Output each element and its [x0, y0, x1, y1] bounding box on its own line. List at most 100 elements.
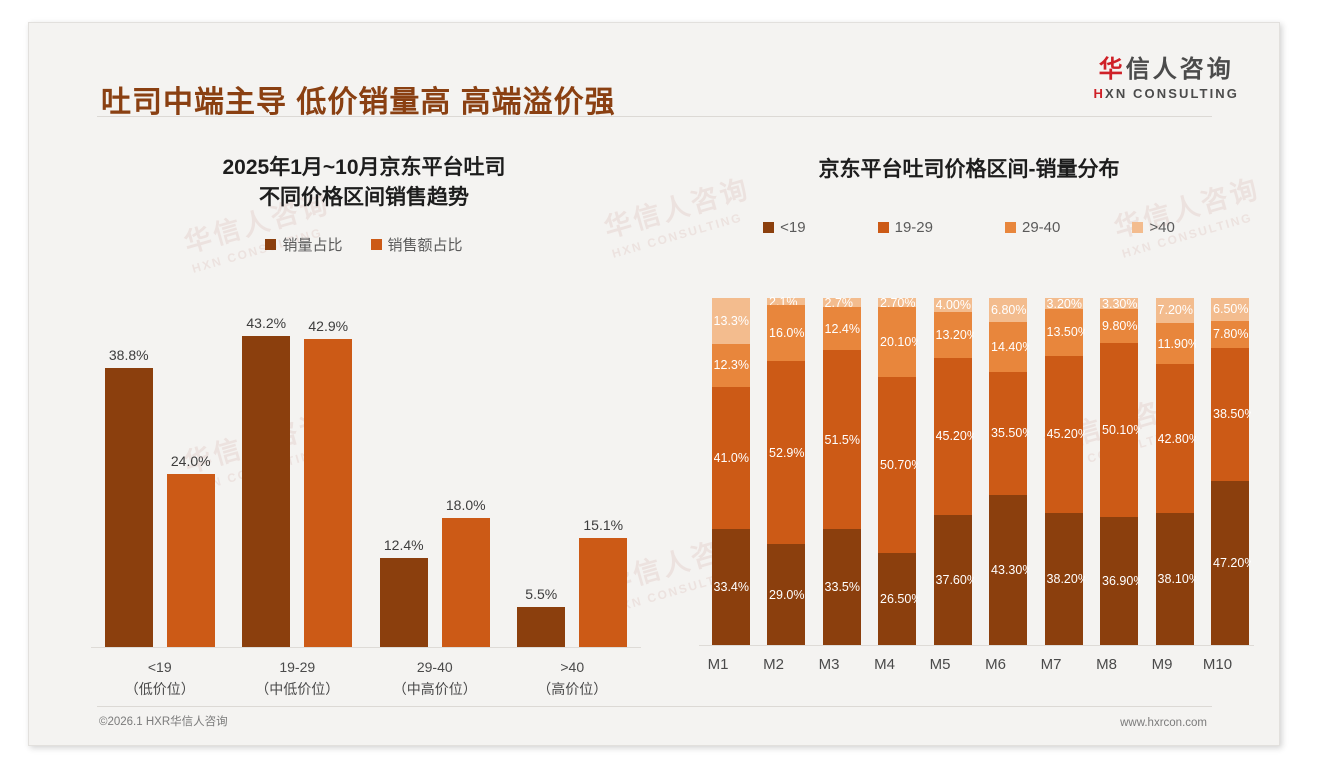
slide-header: 吐司中端主导 低价销量高 高端溢价强 华信人咨询 HXN CONSULTING	[29, 23, 1279, 119]
stack-segment[interactable]: 45.20%	[1044, 355, 1085, 513]
stack-segment[interactable]: 2.7%	[822, 296, 861, 310]
stacked-bar[interactable]: 6.50% 7.80% 38.50% 47.20%	[1211, 298, 1251, 645]
stack-segment[interactable]: 3.30%	[1100, 297, 1139, 311]
logo-cn-rest: 信人咨询	[1125, 56, 1234, 83]
stack-segment[interactable]: 52.9%	[767, 360, 806, 545]
stacked-bar-chart: 13.3% 12.3% 41.0% 33.4% 2.1% 16.0% 52.9% 29.0% 2…	[699, 295, 1254, 703]
stack-segment-label: 33.5%	[824, 579, 860, 594]
x-axis-tick: M1	[707, 656, 729, 673]
stack-segment[interactable]: 33.5%	[822, 528, 861, 645]
x-axis-tick: >40 （高价位）	[504, 657, 642, 700]
stack-segment[interactable]: 43.30%	[989, 494, 1029, 645]
legend-item-over-40[interactable]: >40	[1132, 219, 1175, 236]
stacked-bar[interactable]: 7.20% 11.90% 42.80% 38.10%	[1155, 298, 1196, 645]
legend-label: 29-40	[1022, 219, 1061, 237]
stack-segment[interactable]: 4.00%	[933, 297, 972, 312]
stacked-bar[interactable]: 4.00% 13.20% 45.20% 37.60%	[933, 297, 974, 645]
bar[interactable]	[304, 339, 353, 647]
stack-segment[interactable]: 20.10%	[878, 307, 918, 378]
stacked-bar[interactable]: 2.70% 20.10% 50.70% 26.50%	[878, 296, 918, 645]
stack-segment[interactable]: 41.0%	[711, 386, 750, 530]
bar[interactable]	[166, 474, 215, 647]
legend-item-29-40[interactable]: 29-40	[1005, 219, 1060, 236]
page-title: 吐司中端主导 低价销量高 高端溢价强	[101, 86, 616, 119]
stack-segment[interactable]: 2.70%	[878, 296, 917, 310]
bar-group: 12.4% 18.0%	[366, 303, 504, 647]
stack-segment[interactable]: 38.20%	[1044, 512, 1085, 645]
stack-segment-label: 4.00%	[935, 297, 971, 312]
bar-column[interactable]: 43.2%	[242, 303, 291, 647]
stack-segment[interactable]: 38.10%	[1155, 512, 1196, 645]
bar-column[interactable]: 12.4%	[379, 303, 428, 647]
stack-segment[interactable]: 7.20%	[1155, 298, 1194, 323]
bar[interactable]	[517, 607, 566, 647]
bar-column[interactable]: 18.0%	[441, 303, 490, 647]
bar-column[interactable]: 42.9%	[304, 303, 353, 647]
stack-segment[interactable]: 9.80%	[1100, 309, 1139, 344]
stack-segment[interactable]: 14.40%	[989, 321, 1029, 372]
logo-chinese-text: 华信人咨询	[1094, 56, 1239, 83]
x-tick-sublabel: （中低价位）	[255, 680, 340, 697]
x-axis-tick: M4	[874, 656, 895, 673]
left-chart-panel: 2025年1月~10月京东平台吐司 不同价格区间销售趋势 销量占比 销售额占比 …	[69, 123, 659, 703]
left-chart-legend: 销量占比 销售额占比	[69, 234, 659, 255]
bar[interactable]	[242, 336, 291, 647]
stack-segment[interactable]: 42.80%	[1155, 364, 1196, 513]
stacked-bar[interactable]: 6.80% 14.40% 35.50% 43.30%	[989, 298, 1029, 645]
stack-segment[interactable]: 45.20%	[933, 357, 974, 515]
bar[interactable]	[579, 538, 628, 647]
stack-segment[interactable]: 37.60%	[933, 514, 974, 645]
bar-column[interactable]: 5.5%	[517, 303, 566, 647]
x-axis-tick: M7	[1040, 656, 1062, 673]
stack-segment-label: 13.50%	[1046, 325, 1085, 340]
stack-segment[interactable]: 2.1%	[767, 295, 806, 309]
bar[interactable]	[104, 368, 153, 647]
stacked-bar[interactable]: 3.30% 9.80% 50.10% 36.90%	[1100, 297, 1140, 645]
stack-segment[interactable]: 13.20%	[933, 311, 974, 358]
stack-segment[interactable]: 35.50%	[989, 371, 1029, 495]
stack-segment[interactable]: 13.3%	[711, 298, 750, 345]
logo-en-first-char: H	[1093, 86, 1106, 102]
stack-segment[interactable]: 3.20%	[1044, 297, 1083, 311]
stacked-bar[interactable]: 3.20% 13.50% 45.20% 38.20%	[1044, 297, 1085, 645]
stack-segment[interactable]: 47.20%	[1211, 481, 1251, 645]
stack-segment[interactable]: 11.90%	[1155, 322, 1196, 365]
stack-segment[interactable]: 12.4%	[822, 307, 861, 351]
stack-segment[interactable]: 6.50%	[1211, 298, 1250, 321]
stack-segment[interactable]: 50.10%	[1100, 343, 1140, 518]
stack-segment-label: 6.80%	[991, 302, 1027, 317]
bar-value-label: 15.1%	[583, 517, 624, 533]
logo-english-text: HXN CONSULTING	[1094, 86, 1239, 101]
bar-value-label: 18.0%	[445, 497, 486, 513]
stack-segment[interactable]: 38.50%	[1211, 347, 1251, 482]
bar-column[interactable]: 15.1%	[579, 303, 628, 647]
x-axis-tick: 19-29 （中低价位）	[229, 657, 367, 700]
stack-segment[interactable]: 29.0%	[767, 544, 806, 645]
stack-segment[interactable]: 33.4%	[711, 529, 750, 645]
bar[interactable]	[379, 558, 428, 647]
stack-segment-label: 42.80%	[1157, 431, 1196, 446]
stack-segment[interactable]: 7.80%	[1211, 320, 1250, 348]
bar[interactable]	[441, 518, 490, 647]
stack-segment[interactable]: 16.0%	[767, 305, 806, 361]
legend-item-sales-volume[interactable]: 销量占比	[265, 234, 343, 255]
legend-item-19-29[interactable]: 19-29	[877, 219, 933, 236]
bar-column[interactable]: 38.8%	[104, 303, 153, 647]
stack-segment[interactable]: 50.70%	[878, 377, 918, 554]
stacked-bar[interactable]: 13.3% 12.3% 41.0% 33.4%	[711, 298, 750, 645]
stack-segment[interactable]: 51.5%	[822, 350, 861, 529]
right-chart-legend: <19 19-29 29-40 >40	[669, 219, 1269, 236]
stacked-bar[interactable]: 2.7% 12.4% 51.5% 33.5%	[822, 296, 861, 645]
legend-item-under-19[interactable]: <19	[763, 219, 806, 236]
stack-segment[interactable]: 12.3%	[711, 344, 750, 387]
stack-segment[interactable]: 26.50%	[878, 553, 918, 645]
grouped-plot-area: 38.8% 24.0% 43.2% 42.9% 12.4% 18.0% 5.5% 15.1%	[91, 303, 641, 648]
stack-segment[interactable]: 13.50%	[1044, 309, 1085, 356]
stack-segment[interactable]: 6.80%	[989, 298, 1028, 322]
stack-segment[interactable]: 36.90%	[1100, 517, 1140, 645]
bar-column[interactable]: 24.0%	[166, 303, 215, 647]
x-tick-label: 19-29	[279, 659, 316, 675]
brand-logo: 华信人咨询 HXN CONSULTING	[1094, 56, 1239, 101]
stacked-bar[interactable]: 2.1% 16.0% 52.9% 29.0%	[767, 295, 806, 645]
legend-item-sales-amount[interactable]: 销售额占比	[370, 234, 463, 255]
